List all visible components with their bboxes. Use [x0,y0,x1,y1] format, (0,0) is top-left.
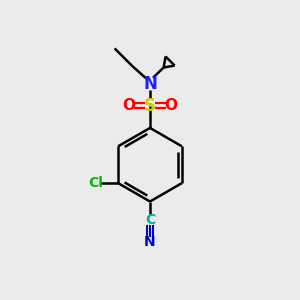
Text: O: O [165,98,178,113]
Text: N: N [143,75,157,93]
Text: S: S [144,97,156,115]
Text: O: O [122,98,135,113]
Text: N: N [144,235,156,249]
Text: Cl: Cl [88,176,103,190]
Text: C: C [145,213,155,227]
